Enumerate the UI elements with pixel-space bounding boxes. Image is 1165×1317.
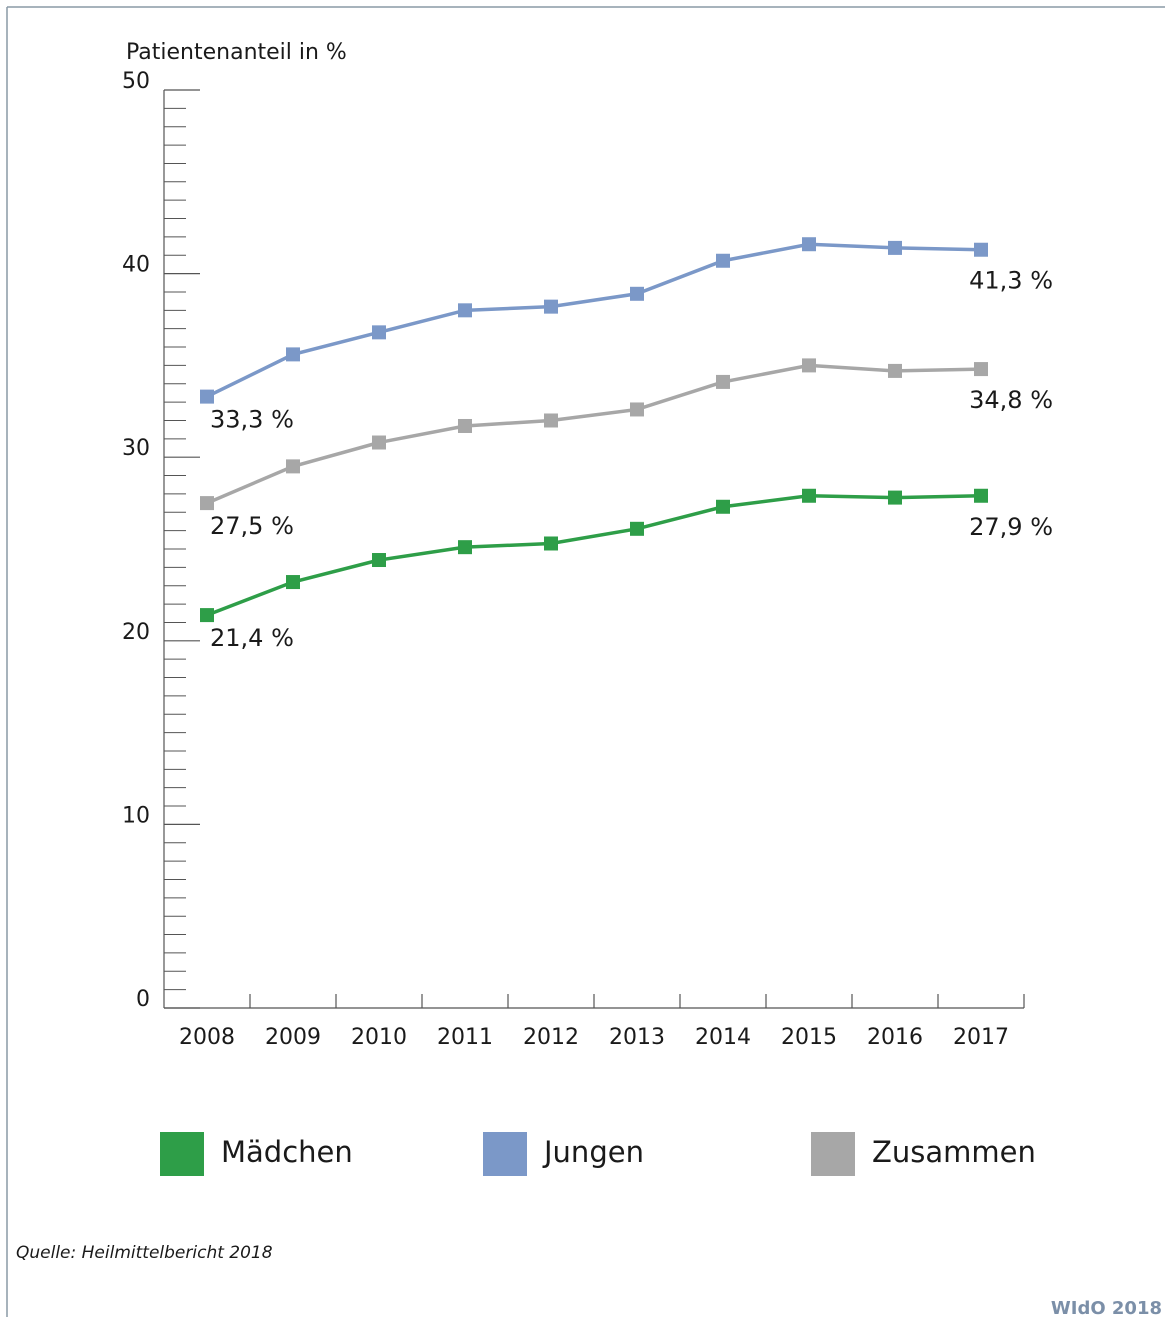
point-marker bbox=[888, 240, 902, 255]
point-marker bbox=[974, 488, 988, 503]
legend-swatch bbox=[811, 1132, 855, 1176]
point-marker bbox=[286, 459, 300, 474]
point-marker bbox=[716, 374, 730, 389]
point-marker bbox=[286, 347, 300, 362]
point-marker bbox=[802, 488, 816, 503]
point-marker bbox=[630, 402, 644, 417]
legend-swatch bbox=[483, 1132, 527, 1176]
legend-label: Mädchen bbox=[221, 1135, 353, 1169]
value-label: 41,3 % bbox=[969, 267, 1053, 295]
point-marker bbox=[716, 253, 730, 268]
x-tick-label: 2010 bbox=[351, 1025, 407, 1050]
value-label: 21,4 % bbox=[210, 624, 294, 652]
value-label: 27,5 % bbox=[210, 512, 294, 540]
point-marker bbox=[544, 536, 558, 551]
x-tick-label: 2016 bbox=[867, 1025, 923, 1050]
point-marker bbox=[802, 358, 816, 373]
y-axis-label: Patientenanteil in % bbox=[126, 40, 347, 65]
value-label: 27,9 % bbox=[969, 513, 1053, 541]
point-marker bbox=[974, 242, 988, 257]
point-marker bbox=[458, 540, 472, 555]
source: Quelle: Heilmittelbericht 2018 bbox=[16, 1243, 273, 1263]
point-marker bbox=[974, 362, 988, 377]
point-marker bbox=[200, 389, 214, 404]
series-line bbox=[206, 363, 982, 505]
legend-swatch bbox=[160, 1132, 204, 1176]
x-tick-label: 2014 bbox=[695, 1025, 751, 1050]
legend-label: Zusammen bbox=[872, 1135, 1036, 1169]
point-marker bbox=[630, 286, 644, 301]
y-tick-label: 20 bbox=[122, 620, 150, 645]
series-line bbox=[206, 494, 982, 617]
point-marker bbox=[458, 418, 472, 433]
y-tick-label: 30 bbox=[122, 436, 150, 461]
value-label: 33,3 % bbox=[210, 406, 294, 434]
y-tick-label: 50 bbox=[122, 69, 150, 94]
x-tick-label: 2012 bbox=[523, 1025, 579, 1050]
y-tick-label: 10 bbox=[122, 803, 150, 828]
value-label: 34,8 % bbox=[969, 386, 1053, 414]
point-marker bbox=[286, 575, 300, 590]
point-marker bbox=[372, 325, 386, 340]
point-marker bbox=[544, 299, 558, 314]
x-tick-label: 2009 bbox=[265, 1025, 321, 1050]
point-marker bbox=[630, 521, 644, 536]
point-marker bbox=[372, 435, 386, 450]
x-tick-label: 2017 bbox=[953, 1025, 1009, 1050]
series-line bbox=[206, 242, 982, 399]
legend-label: Jungen bbox=[542, 1135, 644, 1169]
y-tick-label: 0 bbox=[136, 987, 150, 1012]
point-marker bbox=[458, 303, 472, 318]
point-marker bbox=[544, 413, 558, 428]
point-marker bbox=[802, 237, 816, 252]
point-marker bbox=[888, 363, 902, 378]
point-marker bbox=[200, 496, 214, 511]
x-tick-label: 2008 bbox=[179, 1025, 235, 1050]
point-marker bbox=[888, 490, 902, 505]
x-tick-label: 2011 bbox=[437, 1025, 493, 1050]
x-tick-label: 2015 bbox=[781, 1025, 837, 1050]
x-tick-label: 2013 bbox=[609, 1025, 665, 1050]
credit: WIdO 2018 bbox=[1051, 1298, 1162, 1317]
point-marker bbox=[200, 608, 214, 623]
point-marker bbox=[372, 553, 386, 568]
point-marker bbox=[716, 499, 730, 514]
y-tick-label: 40 bbox=[122, 253, 150, 278]
